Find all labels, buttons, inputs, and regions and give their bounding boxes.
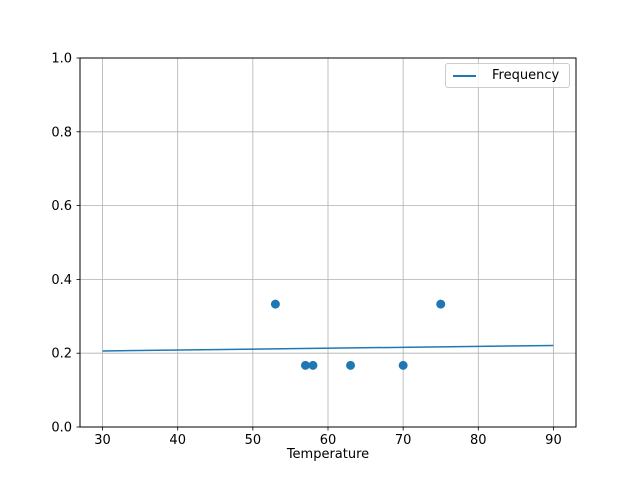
y-tick-label: 0.4: [51, 273, 72, 288]
scatter-point: [436, 299, 446, 309]
x-tick-label: 60: [320, 433, 337, 448]
y-tick-label: 0.2: [51, 347, 72, 362]
x-axis-label: Temperature: [286, 447, 370, 462]
axes-spines: [79, 57, 577, 428]
x-tick-label: 50: [245, 433, 262, 448]
x-tick-label: 40: [169, 433, 186, 448]
y-tick-label: 0.8: [51, 125, 72, 140]
legend: Frequency: [445, 63, 570, 88]
legend-line-sample: [453, 74, 476, 77]
y-tick-label: 1.0: [51, 52, 72, 67]
scatter-point: [346, 360, 356, 370]
scatter-point: [398, 360, 408, 370]
y-tick-label: 0.6: [51, 199, 72, 214]
line-series-frequency: [102, 344, 554, 352]
x-tick-label: 30: [94, 433, 111, 448]
scatter-point: [270, 299, 280, 309]
scatter-point: [308, 360, 318, 370]
y-tick-label: 0.0: [51, 421, 72, 436]
x-tick-label: 90: [545, 433, 562, 448]
x-tick-label: 70: [395, 433, 412, 448]
scatter-point: [300, 360, 310, 370]
legend-entry-label: Frequency: [492, 68, 560, 83]
x-tick-label: 80: [470, 433, 487, 448]
